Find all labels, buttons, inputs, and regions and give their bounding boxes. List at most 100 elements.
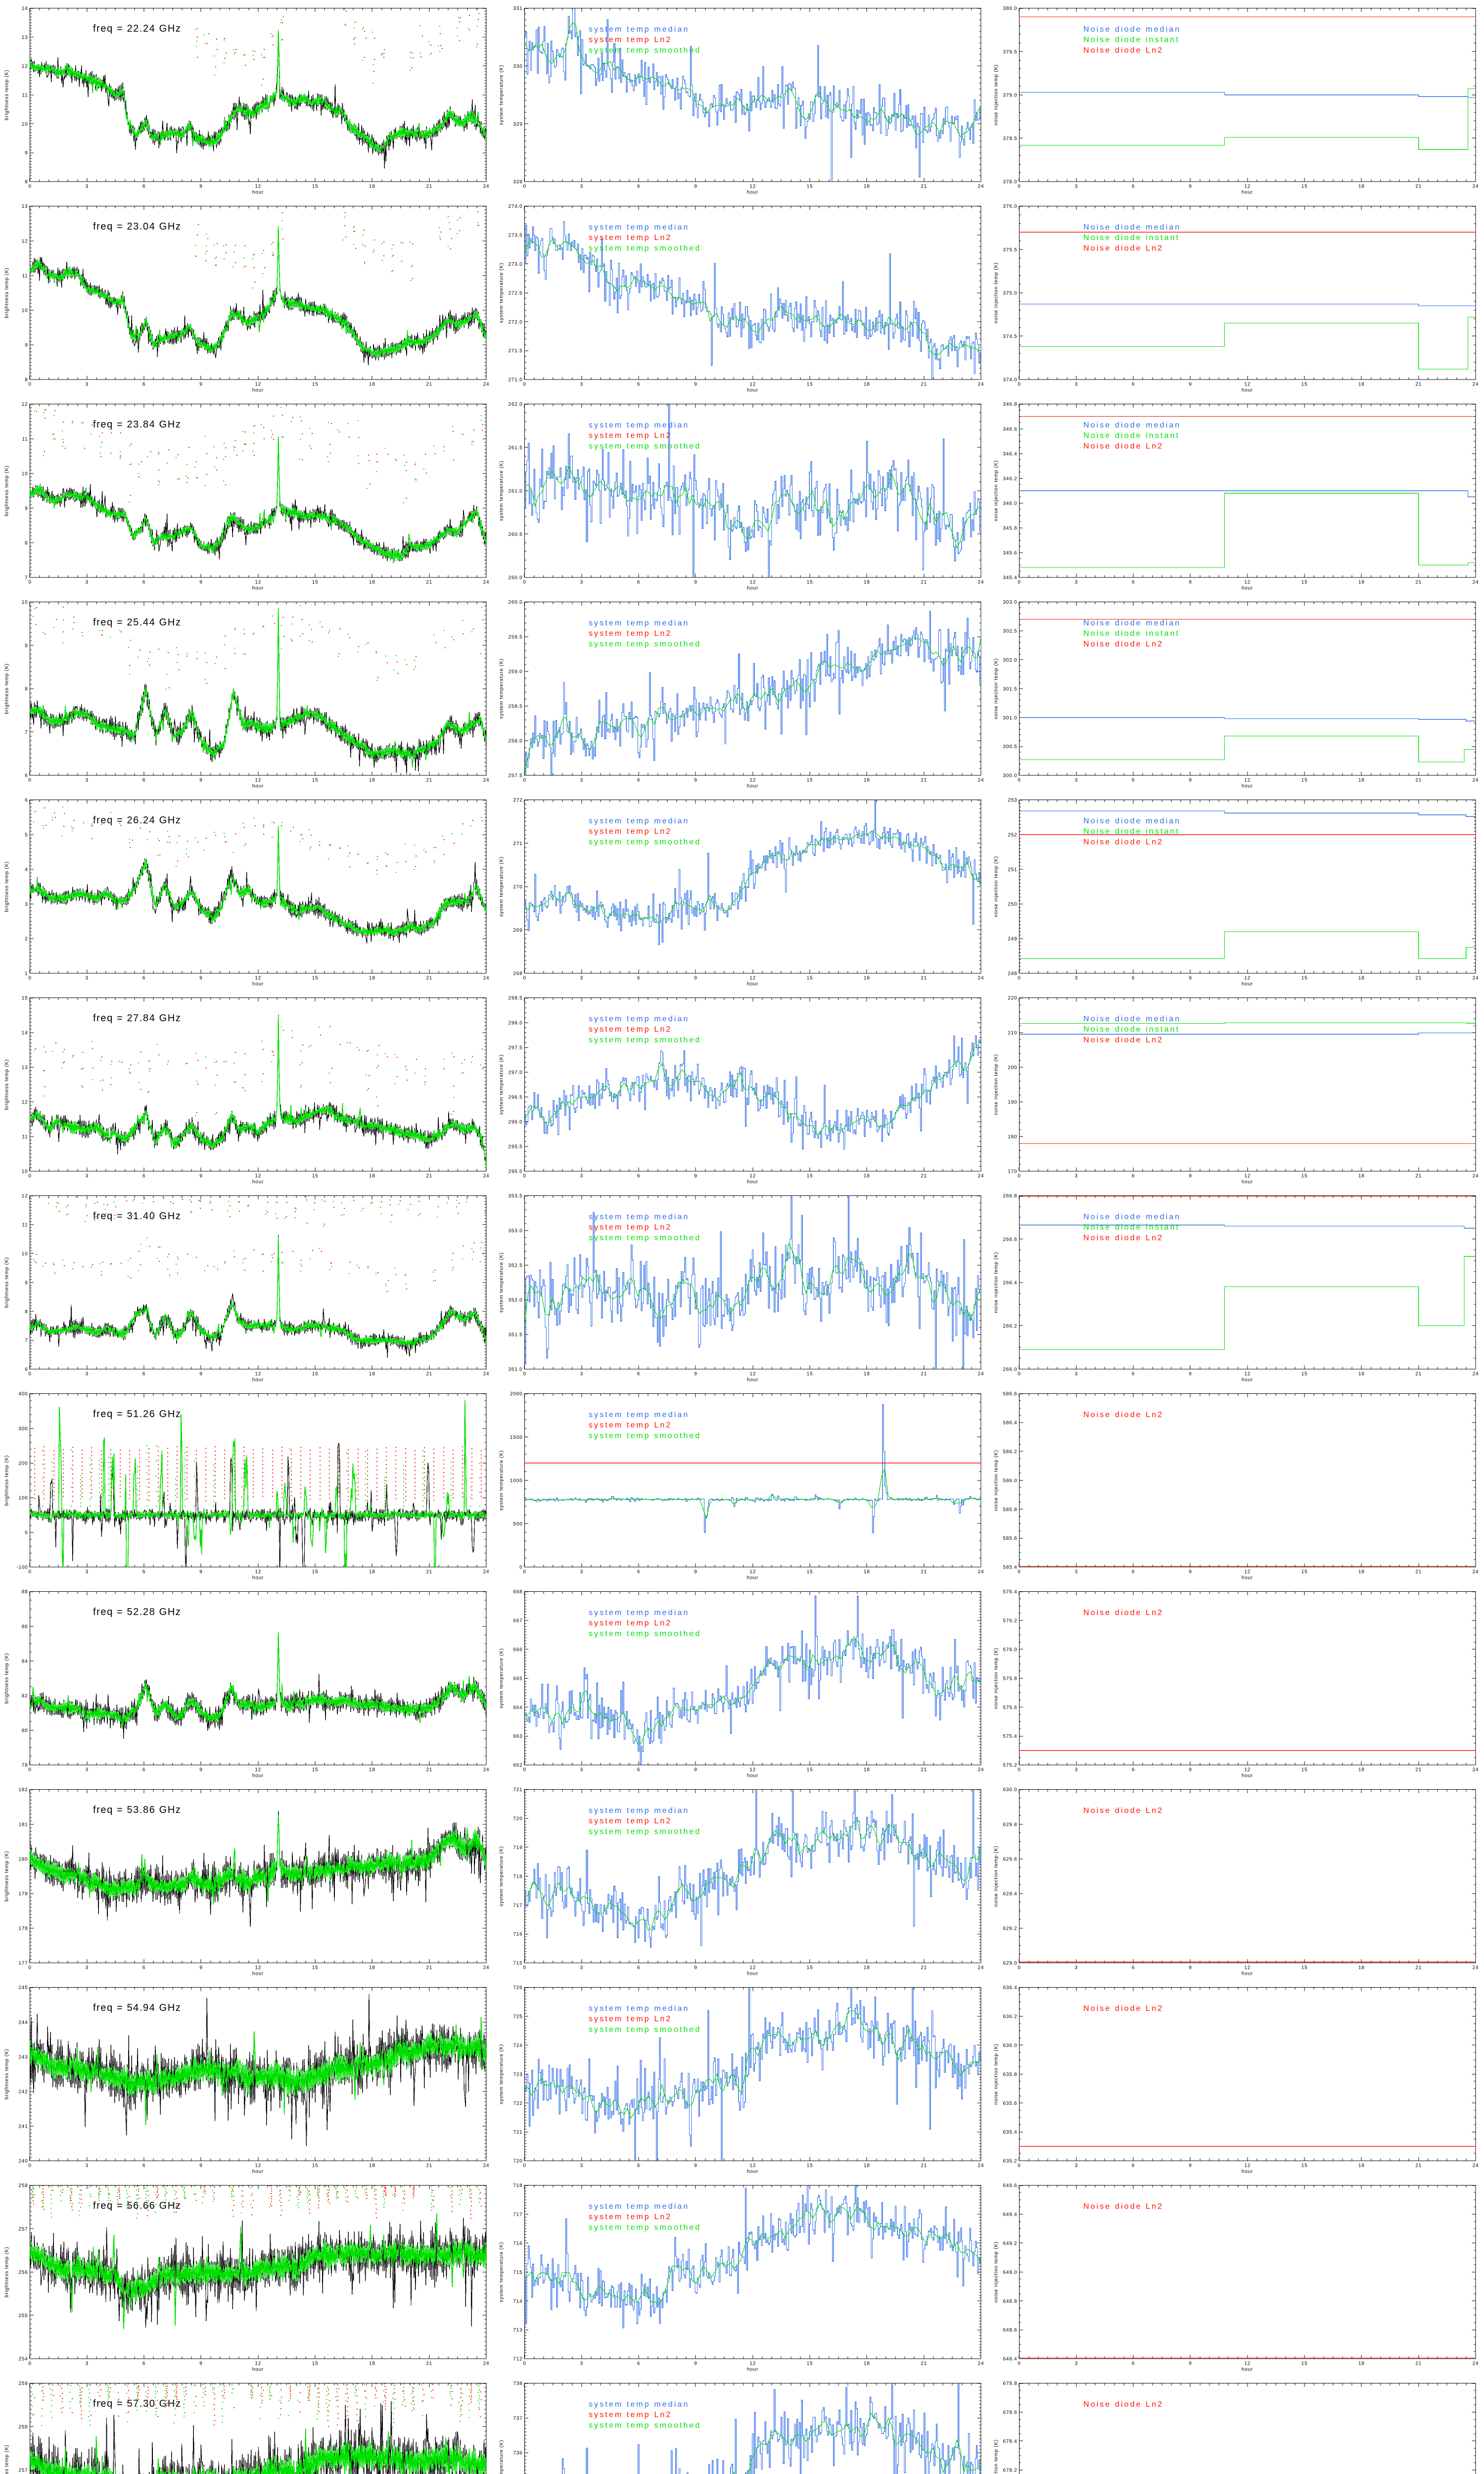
svg-text:Noise diode median: Noise diode median (1083, 817, 1181, 825)
svg-text:9: 9 (1189, 1372, 1192, 1377)
svg-text:system temp smoothed: system temp smoothed (589, 46, 701, 54)
svg-text:hour: hour (747, 2367, 758, 2373)
svg-text:725: 725 (513, 2014, 522, 2020)
svg-text:3: 3 (1075, 778, 1078, 783)
svg-text:18: 18 (1358, 1767, 1365, 1773)
svg-text:260.0: 260.0 (508, 600, 522, 605)
svg-text:12: 12 (749, 1372, 756, 1377)
svg-text:241: 241 (18, 2124, 28, 2130)
svg-text:9: 9 (694, 382, 697, 387)
svg-text:9: 9 (25, 1280, 28, 1285)
svg-text:system temp smoothed: system temp smoothed (589, 442, 701, 450)
svg-text:Noise diode Ln2: Noise diode Ln2 (1083, 2400, 1163, 2409)
svg-text:noise injection temp (K): noise injection temp (K) (994, 262, 999, 324)
svg-text:6: 6 (25, 773, 28, 779)
svg-text:8: 8 (25, 378, 28, 383)
svg-text:21: 21 (921, 1767, 927, 1773)
svg-text:hour: hour (252, 1971, 264, 1977)
svg-text:system temp median: system temp median (589, 2202, 689, 2211)
svg-text:system temperature (K): system temperature (K) (499, 263, 505, 323)
svg-text:6: 6 (1132, 580, 1135, 585)
svg-text:noise injection temp (K): noise injection temp (K) (994, 1450, 999, 1511)
svg-text:24: 24 (483, 1767, 490, 1773)
svg-text:noise injection temp (K): noise injection temp (K) (994, 1252, 999, 1313)
svg-text:190: 190 (1008, 1099, 1017, 1105)
svg-text:9: 9 (199, 1372, 202, 1377)
svg-text:brightness temp (K): brightness temp (K) (4, 1653, 10, 1704)
svg-text:329: 329 (513, 122, 522, 127)
svg-text:716: 716 (513, 1932, 522, 1937)
svg-text:21: 21 (921, 2163, 927, 2169)
svg-text:629.0: 629.0 (1003, 1961, 1017, 1966)
svg-text:21: 21 (921, 2361, 927, 2367)
svg-text:21: 21 (1415, 184, 1422, 190)
svg-text:11: 11 (22, 93, 28, 98)
svg-text:system temperature (K): system temperature (K) (499, 659, 505, 719)
svg-text:6: 6 (25, 1367, 28, 1373)
svg-text:9: 9 (694, 976, 697, 981)
svg-text:253: 253 (1008, 798, 1017, 803)
svg-text:6: 6 (637, 1570, 640, 1575)
svg-text:297.5: 297.5 (508, 1045, 522, 1050)
svg-text:0: 0 (28, 1372, 31, 1377)
svg-text:665: 665 (513, 1676, 522, 1681)
svg-text:376.0: 376.0 (1003, 204, 1017, 209)
svg-text:9: 9 (199, 2361, 202, 2367)
svg-text:freq = 27.84 GHz: freq = 27.84 GHz (93, 1013, 181, 1024)
svg-text:brightness temp (K): brightness temp (K) (4, 268, 10, 318)
svg-text:hour: hour (747, 982, 758, 987)
svg-text:266.4: 266.4 (1003, 1280, 1017, 1285)
svg-text:15: 15 (312, 2361, 319, 2367)
svg-text:12: 12 (749, 976, 756, 981)
svg-text:6: 6 (1132, 1965, 1135, 1971)
svg-text:system temp Ln2: system temp Ln2 (589, 827, 672, 836)
svg-text:353.5: 353.5 (508, 1193, 522, 1199)
svg-text:system temp smoothed: system temp smoothed (589, 2223, 701, 2232)
svg-text:system temp median: system temp median (589, 1807, 689, 1815)
svg-text:0: 0 (523, 1767, 526, 1773)
svg-text:266.0: 266.0 (1003, 1367, 1017, 1373)
svg-text:freq = 26.24 GHz: freq = 26.24 GHz (93, 815, 181, 826)
svg-text:585.4: 585.4 (1003, 1565, 1017, 1570)
svg-text:Noise diode median: Noise diode median (1083, 619, 1181, 627)
svg-text:1500: 1500 (510, 1435, 522, 1440)
svg-text:84: 84 (22, 1659, 28, 1664)
svg-text:328: 328 (513, 180, 522, 185)
svg-text:system temp median: system temp median (589, 2004, 689, 2013)
svg-text:0: 0 (28, 382, 31, 387)
svg-text:0: 0 (1018, 184, 1020, 190)
svg-text:0: 0 (28, 2361, 31, 2367)
svg-text:24: 24 (1473, 1174, 1479, 1179)
svg-text:0: 0 (523, 1372, 526, 1377)
svg-text:9: 9 (694, 1570, 697, 1575)
svg-text:346.4: 346.4 (1003, 451, 1017, 457)
svg-text:24: 24 (483, 1174, 490, 1179)
svg-text:15: 15 (312, 976, 319, 981)
svg-text:Noise diode Ln2: Noise diode Ln2 (1083, 1411, 1163, 1419)
svg-text:0: 0 (523, 1174, 526, 1179)
svg-text:Noise diode instant: Noise diode instant (1083, 1223, 1180, 1232)
svg-text:24: 24 (978, 778, 984, 783)
svg-text:noise injection temp (K): noise injection temp (K) (994, 2241, 999, 2303)
svg-text:345.6: 345.6 (1003, 551, 1017, 556)
svg-text:200: 200 (18, 1461, 28, 1466)
svg-text:0: 0 (1018, 1767, 1020, 1773)
svg-text:351.5: 351.5 (508, 1332, 522, 1338)
svg-text:18: 18 (1358, 778, 1365, 783)
svg-text:hour: hour (1242, 388, 1253, 393)
svg-text:system temp smoothed: system temp smoothed (589, 244, 701, 252)
svg-text:9: 9 (1189, 382, 1192, 387)
svg-text:15: 15 (1301, 778, 1308, 783)
svg-text:system temp smoothed: system temp smoothed (589, 2025, 701, 2034)
svg-text:15: 15 (312, 1372, 319, 1377)
svg-text:system temp Ln2: system temp Ln2 (589, 1025, 672, 1034)
svg-text:272.5: 272.5 (508, 290, 522, 296)
svg-text:295.5: 295.5 (508, 1144, 522, 1150)
svg-text:715: 715 (513, 2270, 522, 2275)
svg-text:78: 78 (22, 1763, 28, 1768)
svg-text:Noise diode median: Noise diode median (1083, 1015, 1181, 1023)
svg-text:6: 6 (637, 1965, 640, 1971)
svg-text:6: 6 (637, 778, 640, 783)
svg-text:295.0: 295.0 (508, 1169, 522, 1175)
svg-text:636.2: 636.2 (1003, 2014, 1017, 2020)
